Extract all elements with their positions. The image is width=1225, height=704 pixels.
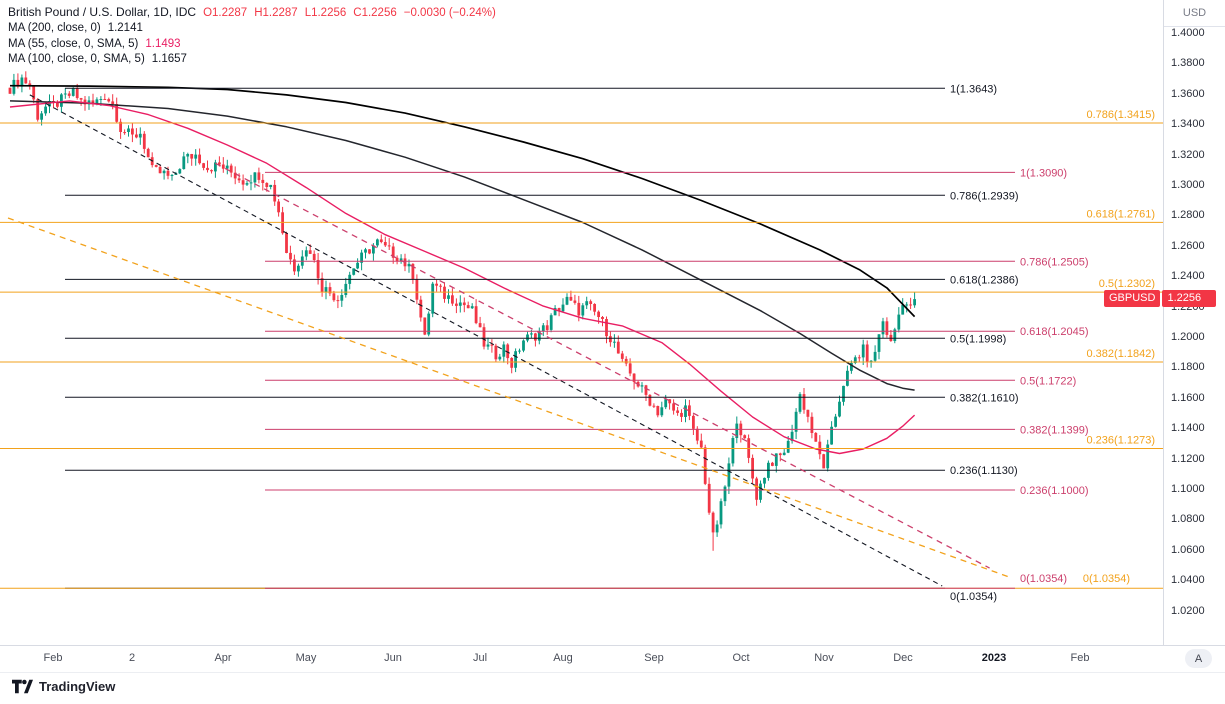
indicator-legend-row[interactable]: MA (55, close, 0, SMA, 5) 1.1493 [8,37,496,53]
time-tick: Jun [384,652,402,664]
time-tick: May [295,652,317,664]
fib-secondary-pink: 1(1.3090) 0.786(1.2505) 0.618(1.2045) 0.5(1… [265,167,1089,589]
fib-level-label: 0.382(1.1610) [950,392,1019,404]
price-axis[interactable]: USD 1.4000 1.3800 1.3600 1.3400 1.3200 1.3000… [1164,0,1225,645]
time-tick: Dec [893,652,913,664]
price-tick: 1.1400 [1171,422,1205,435]
time-tick: 2023 [981,652,1007,664]
time-tick: Sep [644,652,664,664]
time-tick: Feb [43,652,63,664]
axis-vertical-divider [1163,0,1164,672]
indicator-value: 1.1657 [151,53,187,65]
ohlc-value: L1.2256 [304,7,347,19]
fib-level-label: 0.5(1.1998) [950,333,1006,345]
fib-level-label: 0.786(1.2505) [1020,256,1089,268]
downtrend-pink-dashed[interactable] [215,162,990,569]
ohlc-value: O1.2287 [203,7,248,19]
time-tick: Nov [814,652,834,664]
downtrend-orange-dashed[interactable] [7,217,1010,578]
ohlc-values: O1.2287 H1.2287 L1.2256 C1.2256 [196,7,397,19]
price-tick: 1.0800 [1171,513,1205,526]
ohlc-value: H1.2287 [254,7,298,19]
price-tick: 1.4000 [1171,27,1205,40]
price-tick: 1.0600 [1171,543,1205,556]
fib-level-label: 0.618(1.2386) [950,274,1019,286]
price-chart-canvas[interactable]: 1(1.3643) 0.786(1.2939) 0.618(1.2386) 0.5(1… [0,0,1163,672]
indicator-legend-row[interactable]: MA (100, close, 0, SMA, 5) 1.1657 [8,52,496,68]
fib-level-label: 0.236(1.1130) [950,465,1018,477]
fib-level-label: 0.236(1.1273) [1087,435,1156,447]
price-tick: 1.1000 [1171,482,1205,495]
indicator-value: 1.1493 [145,37,181,50]
time-tick: Oct [732,652,750,664]
price-tick: 1.0400 [1171,574,1205,587]
fib-level-label: 0(1.0354) [1083,573,1130,585]
time-tick: Aug [553,652,573,664]
price-tick: 1.3200 [1171,148,1205,161]
downtrend-black-dashed[interactable] [29,94,943,587]
badge-price: 1.2256 [1162,290,1217,307]
tradingview-logo[interactable]: TradingView [12,679,115,694]
fib-level-label: 1(1.3090) [1020,167,1067,179]
ohlc-value: C1.2256 [353,7,397,19]
symbol-title: British Pound / U.S. Dollar, 1D, IDC [8,5,197,19]
axis-horizontal-divider [0,645,1225,646]
indicator-label: MA (100, close, 0, SMA, 5) [8,53,145,65]
indicator-legend: MA (200, close, 0) 1.2141 MA (55, close, 0… [8,21,496,68]
footer-divider [0,672,1225,673]
time-tick: Jul [472,652,488,664]
fib-level-label: 0.382(1.1842) [1087,348,1156,360]
price-tick: 1.3000 [1171,179,1205,192]
time-tick: Apr [214,652,232,664]
indicator-legend-row[interactable]: MA (200, close, 0) 1.2141 [8,21,496,37]
price-tick: 1.1600 [1171,391,1205,404]
time-tick: 2 [128,652,136,664]
fib-level-label: 0.236(1.1000) [1020,485,1089,497]
fib-level-label: 0.618(1.2761) [1087,208,1156,220]
indicator-label: MA (55, close, 0, SMA, 5) [8,37,139,50]
time-axis[interactable]: Feb 2 Apr May Jun Jul Aug Sep Oct Nov Dec 2023 Feb [0,646,1225,672]
chart-legend: British Pound / U.S. Dollar, 1D, IDC O1.2… [8,4,496,68]
current-price-badge[interactable]: GBPUSD 1.2256 [1104,290,1217,307]
fib-level-label: 1(1.3643) [950,83,997,95]
price-tick: 1.3400 [1171,118,1205,131]
fib-extension-orange: 0.786(1.3415) 0.618(1.2761) 0.5(1.2302) 0.3… [0,109,1163,589]
fib-level-label: 0.5(1.2302) [1099,278,1155,290]
fib-level-label: 0.786(1.3415) [1087,109,1156,121]
candles-layer [8,71,916,551]
price-tick: 1.3600 [1171,87,1205,100]
fib-level-label: 0(1.0354) [1020,573,1067,585]
fib-primary-black: 1(1.3643) 0.786(1.2939) 0.618(1.2386) 0.5(1… [65,83,1019,603]
fib-level-label: 0.382(1.1399) [1020,424,1089,436]
price-tick: 1.2600 [1171,239,1205,252]
badge-symbol: GBPUSD [1104,290,1161,307]
price-tick: 1.1800 [1171,361,1205,374]
indicator-label: MA (200, close, 0) [8,22,101,34]
legend-main-row[interactable]: British Pound / U.S. Dollar, 1D, IDC O1.2… [8,4,496,21]
tradingview-logo-text: TradingView [39,679,116,694]
price-tick: 1.2400 [1171,270,1205,283]
time-tick: Feb [1070,652,1090,664]
fib-level-label: 0(1.0354) [950,591,997,603]
price-tick: 1.1200 [1171,452,1205,465]
fib-level-label: 0.5(1.1722) [1020,375,1076,387]
fib-level-label: 0.618(1.2045) [1020,326,1089,338]
price-tick: 1.3800 [1171,57,1205,70]
price-tick: 1.2800 [1171,209,1205,222]
fib-level-label: 0.786(1.2939) [950,190,1019,202]
ma-200-line[interactable] [9,84,916,318]
price-tick: 1.0200 [1171,604,1205,617]
price-tick: 1.2000 [1171,331,1205,344]
ma-55-line[interactable] [9,100,916,455]
indicator-value: 1.2141 [107,22,143,34]
auto-scale-button[interactable]: A [1185,649,1212,668]
change-value: −0.0030 (−0.24%) [403,7,496,19]
tradingview-logo-icon [12,679,33,694]
axis-currency-label: USD [1164,0,1225,27]
